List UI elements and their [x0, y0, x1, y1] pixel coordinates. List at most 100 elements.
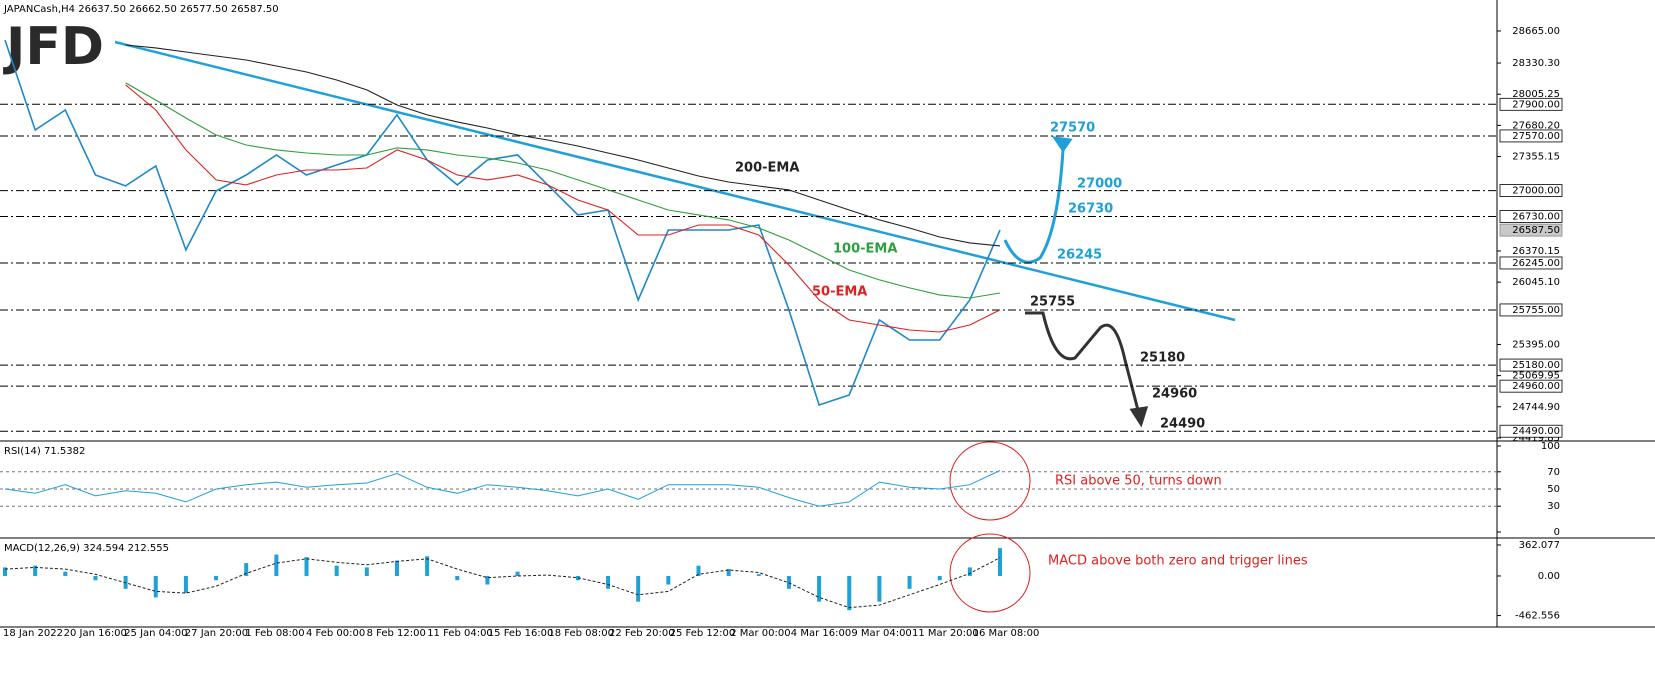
- x-tick-label: 22 Feb 20:00: [609, 628, 675, 639]
- macd-bar: [998, 548, 1002, 576]
- current-price-box: [1499, 223, 1563, 237]
- macd-bar: [364, 567, 369, 576]
- y-tick-label: 70: [1547, 467, 1560, 478]
- macd-bar: [907, 575, 912, 589]
- target-label: 27570: [1050, 121, 1095, 136]
- macd-bar: [93, 575, 98, 581]
- macd-bar: [606, 575, 611, 589]
- macd-bar: [425, 556, 430, 576]
- macd-bar: [967, 567, 972, 576]
- bullish-arrow: [1003, 149, 1065, 264]
- trendline: [114, 40, 1236, 322]
- level-box: [1499, 210, 1563, 223]
- macd-bar: [244, 563, 249, 576]
- target-label: 24960: [1152, 387, 1197, 402]
- rsi-title: RSI(14) 71.5382: [4, 446, 85, 457]
- macd-bar: [937, 575, 942, 581]
- target-label: 25755: [1030, 295, 1075, 310]
- macd-bar: [485, 575, 490, 585]
- macd-bar: [817, 575, 822, 602]
- ema-line: [125, 84, 1001, 333]
- level-label: 27570.00: [1512, 131, 1560, 142]
- level-box: [1499, 129, 1563, 143]
- macd-bar: [33, 565, 38, 576]
- y-tick-label: 100: [1541, 441, 1560, 452]
- macd-bar: [756, 574, 761, 576]
- highlight-circle: [949, 533, 1031, 613]
- x-tick-label: 8 Feb 12:00: [367, 628, 426, 639]
- y-tick-label: 25395.00: [1512, 339, 1560, 350]
- ema-label: 100-EMA: [833, 242, 897, 257]
- target-label: 26730: [1068, 202, 1113, 217]
- y-tick-label: 26370.15: [1512, 246, 1560, 257]
- x-tick-label: 15 Feb 16:00: [488, 628, 554, 639]
- macd-bar: [183, 575, 188, 594]
- x-tick-label: 16 Mar 08:00: [973, 628, 1040, 639]
- x-tick-label: 1 Feb 08:00: [245, 628, 304, 639]
- price-line: [4, 39, 1001, 407]
- ema-label: 50-EMA: [812, 285, 867, 300]
- level-label: 26245.00: [1512, 258, 1560, 269]
- macd-bar: [847, 575, 852, 611]
- level-box: [1499, 424, 1563, 438]
- y-tick-label: 28665.00: [1512, 26, 1560, 37]
- x-tick-label: 2 Mar 00:00: [730, 628, 790, 639]
- y-tick-label: 27680.20: [1512, 120, 1560, 131]
- bearish-arrow: [1025, 311, 1142, 419]
- y-tick-label: 25069.95: [1512, 371, 1560, 382]
- level-label: 27900.00: [1512, 99, 1560, 110]
- y-tick-label: 24419.85: [1512, 433, 1560, 444]
- x-tick-label: 27 Jan 20:00: [185, 628, 248, 639]
- ema-label: 200-EMA: [735, 161, 799, 176]
- y-tick-label: -462.556: [1515, 611, 1560, 622]
- level-box: [1499, 303, 1563, 317]
- macd-bar: [726, 569, 731, 576]
- level-box: [1499, 184, 1563, 197]
- macd-title: MACD(12,26,9) 324.594 212.555: [4, 543, 169, 554]
- macd-bar: [153, 575, 158, 598]
- x-tick-label: 18 Feb 08:00: [548, 628, 614, 639]
- x-tick-label: 11 Mar 20:00: [912, 628, 979, 639]
- y-tick-label: 27355.15: [1512, 152, 1560, 163]
- level-box: [1499, 379, 1563, 393]
- logo: JFD: [3, 17, 104, 77]
- macd-bar: [696, 565, 701, 576]
- y-tick-label: 362.077: [1519, 540, 1560, 551]
- current-price-label: 26587.50: [1512, 225, 1560, 236]
- target-label: 27000: [1077, 177, 1122, 192]
- x-tick-label: 18 Jan 2022: [3, 628, 63, 639]
- target-label: 26245: [1057, 248, 1102, 263]
- x-tick-label: 4 Mar 16:00: [791, 628, 851, 639]
- y-tick-label: 28330.30: [1512, 58, 1560, 69]
- y-tick-label: 0.00: [1538, 571, 1560, 582]
- x-tick-label: 20 Jan 16:00: [64, 628, 127, 639]
- macd-bar: [274, 554, 279, 576]
- macd-bar: [877, 575, 882, 602]
- level-label: 26730.00: [1512, 211, 1560, 222]
- x-tick-label: 11 Feb 04:00: [427, 628, 493, 639]
- level-box: [1499, 256, 1563, 270]
- level-label: 24960.00: [1512, 381, 1560, 392]
- chart-title: JAPANCash,H4 26637.50 26662.50 26577.50 …: [3, 4, 279, 15]
- level-label: 25180.00: [1512, 360, 1560, 371]
- macd-bar: [666, 575, 671, 585]
- arrow-head: [1051, 136, 1073, 153]
- target-label: 24490: [1160, 417, 1205, 432]
- y-tick-label: 50: [1547, 484, 1560, 495]
- y-tick-label: 30: [1547, 501, 1560, 512]
- macd-bar: [3, 567, 7, 576]
- macd-note: MACD above both zero and trigger lines: [1048, 554, 1308, 569]
- macd-bar: [304, 557, 309, 576]
- rsi-note: RSI above 50, turns down: [1055, 474, 1222, 489]
- level-box: [1499, 358, 1563, 372]
- level-label: 27000.00: [1512, 186, 1560, 197]
- level-label: 25755.00: [1512, 305, 1560, 316]
- rsi-line: [4, 470, 1001, 507]
- level-box: [1499, 97, 1563, 111]
- y-tick-label: 0: [1554, 527, 1560, 538]
- x-tick-label: 25 Jan 04:00: [124, 628, 187, 639]
- x-tick-label: 4 Feb 00:00: [306, 628, 365, 639]
- ema-line: [125, 82, 1001, 299]
- macd-bar: [334, 565, 339, 576]
